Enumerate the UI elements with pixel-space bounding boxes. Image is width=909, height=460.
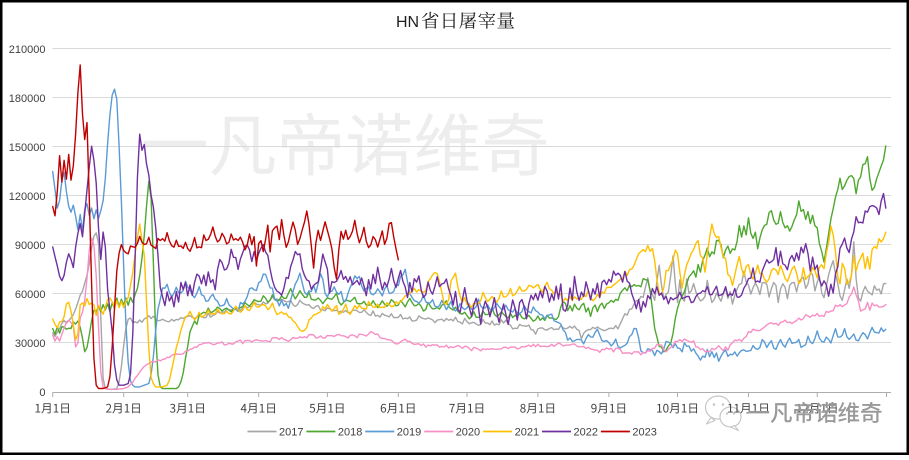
svg-text:2019: 2019 xyxy=(397,427,421,439)
svg-text:30000: 30000 xyxy=(15,338,46,350)
svg-text:0: 0 xyxy=(39,387,45,399)
svg-text:2022: 2022 xyxy=(574,427,598,439)
svg-text:2021: 2021 xyxy=(515,427,539,439)
svg-text:120000: 120000 xyxy=(9,191,46,203)
svg-text:2023: 2023 xyxy=(632,427,656,439)
svg-text:150000: 150000 xyxy=(9,142,46,154)
svg-text:180000: 180000 xyxy=(9,93,46,105)
svg-text:60000: 60000 xyxy=(15,289,46,301)
svg-text:2020: 2020 xyxy=(456,427,480,439)
svg-text:90000: 90000 xyxy=(15,240,46,252)
svg-text:2017: 2017 xyxy=(279,427,303,439)
svg-text:210000: 210000 xyxy=(9,44,46,56)
svg-text:HN: HN xyxy=(396,14,419,31)
svg-text:2018: 2018 xyxy=(338,427,362,439)
